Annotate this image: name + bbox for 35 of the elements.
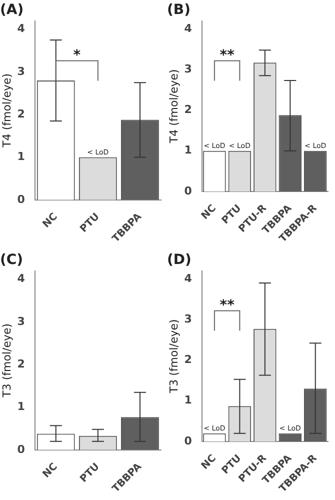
y-tick-label: 2 (17, 357, 25, 370)
y-tick-label: 0 (184, 184, 192, 198)
y-tick-label: 4 (17, 22, 26, 36)
y-tick-label: 0 (17, 442, 26, 456)
annotation: ** (220, 47, 236, 64)
y-tick-label: 3 (184, 312, 192, 326)
y-tick-label: 4 (17, 272, 26, 286)
chart-title: (A) (0, 2, 24, 18)
x-tick-label: NC (40, 461, 60, 480)
annotation: * (73, 47, 82, 64)
y-tick-label: 4 (184, 22, 192, 35)
y-tick-label: 1 (17, 150, 25, 164)
y-axis-title: T3 (fmol/eye) (0, 323, 14, 398)
y-axis-title: T4 (fmol/eye) (167, 69, 180, 144)
y-tick-label: 0 (184, 434, 192, 448)
y-tick-label: 1 (17, 400, 25, 414)
y-tick-label: 1 (184, 394, 192, 407)
chart-title: (B) (167, 2, 190, 18)
chart-title: (D) (167, 252, 192, 268)
x-tick-label: NC (200, 452, 218, 472)
x-tick-label: NC (40, 211, 60, 230)
chart-title: (C) (0, 252, 24, 268)
y-tick-label: 2 (184, 103, 192, 116)
y-tick-label: 3 (184, 62, 192, 76)
y-tick-label: 2 (17, 107, 25, 120)
y-tick-label: 4 (184, 272, 192, 285)
y-tick-label: 2 (184, 353, 192, 366)
y-tick-label: 3 (17, 64, 25, 78)
y-axis-title: T4 (fmol/eye) (0, 73, 14, 148)
annotation: ** (220, 297, 236, 314)
y-axis-title: T3 (fmol/eye) (167, 319, 180, 394)
y-tick-label: 3 (17, 314, 25, 328)
y-tick-label: 0 (17, 192, 26, 206)
x-tick-label: NC (200, 202, 218, 222)
y-tick-label: 1 (184, 144, 192, 157)
